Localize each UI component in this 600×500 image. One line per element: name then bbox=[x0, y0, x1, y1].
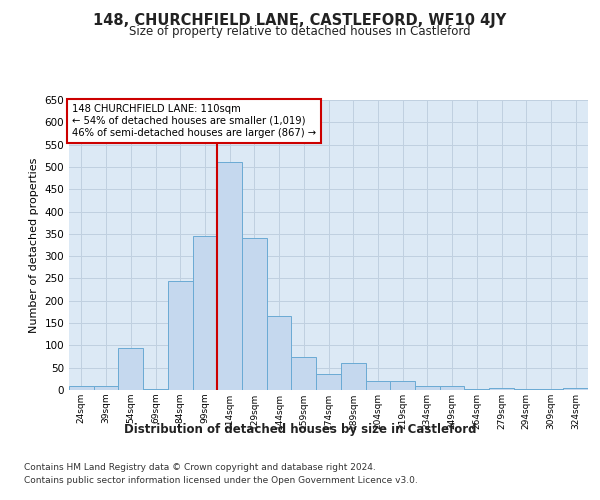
Bar bbox=[217, 162, 242, 390]
Bar bbox=[539, 388, 563, 390]
Bar bbox=[365, 381, 390, 390]
Bar bbox=[94, 386, 118, 390]
Text: 148 CHURCHFIELD LANE: 110sqm
← 54% of detached houses are smaller (1,019)
46% of: 148 CHURCHFIELD LANE: 110sqm ← 54% of de… bbox=[71, 104, 316, 138]
Bar bbox=[168, 280, 193, 390]
Text: Size of property relative to detached houses in Castleford: Size of property relative to detached ho… bbox=[129, 25, 471, 38]
Bar bbox=[464, 388, 489, 390]
Text: Contains public sector information licensed under the Open Government Licence v3: Contains public sector information licen… bbox=[24, 476, 418, 485]
Bar bbox=[242, 238, 267, 390]
Bar bbox=[563, 388, 588, 390]
Bar bbox=[316, 374, 341, 390]
Bar bbox=[489, 388, 514, 390]
Bar bbox=[143, 388, 168, 390]
Bar bbox=[69, 386, 94, 390]
Bar bbox=[193, 236, 217, 390]
Bar bbox=[118, 348, 143, 390]
Bar bbox=[292, 356, 316, 390]
Bar bbox=[390, 381, 415, 390]
Bar bbox=[267, 316, 292, 390]
Bar bbox=[415, 386, 440, 390]
Y-axis label: Number of detached properties: Number of detached properties bbox=[29, 158, 39, 332]
Bar bbox=[341, 363, 365, 390]
Bar bbox=[440, 386, 464, 390]
Text: Contains HM Land Registry data © Crown copyright and database right 2024.: Contains HM Land Registry data © Crown c… bbox=[24, 462, 376, 471]
Text: 148, CHURCHFIELD LANE, CASTLEFORD, WF10 4JY: 148, CHURCHFIELD LANE, CASTLEFORD, WF10 … bbox=[94, 12, 506, 28]
Bar bbox=[514, 388, 539, 390]
Text: Distribution of detached houses by size in Castleford: Distribution of detached houses by size … bbox=[124, 422, 476, 436]
